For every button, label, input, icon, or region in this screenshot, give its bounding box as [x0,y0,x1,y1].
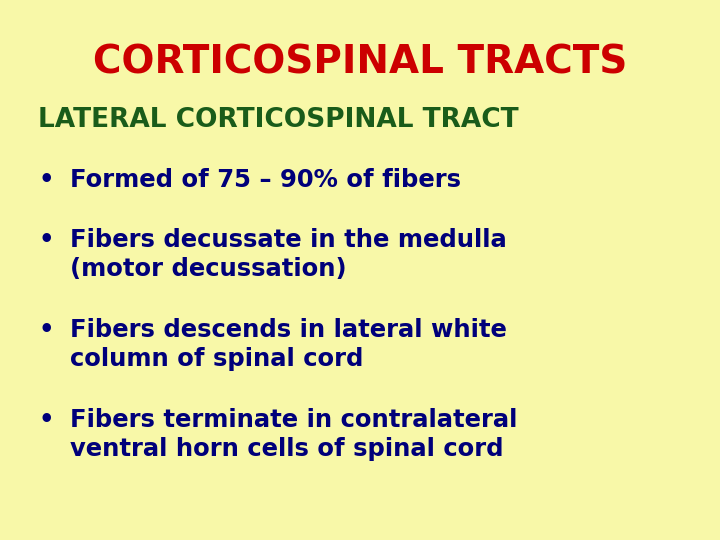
Text: CORTICOSPINAL TRACTS: CORTICOSPINAL TRACTS [93,43,627,81]
Text: •: • [38,318,53,342]
Text: •: • [38,228,53,252]
Text: •: • [38,408,53,432]
Text: Fibers terminate in contralateral
ventral horn cells of spinal cord: Fibers terminate in contralateral ventra… [70,408,518,461]
Text: •: • [38,168,53,192]
Text: Fibers decussate in the medulla
(motor decussation): Fibers decussate in the medulla (motor d… [70,228,507,281]
Text: Fibers descends in lateral white
column of spinal cord: Fibers descends in lateral white column … [70,318,507,371]
Text: LATERAL CORTICOSPINAL TRACT: LATERAL CORTICOSPINAL TRACT [38,107,518,133]
Text: Formed of 75 – 90% of fibers: Formed of 75 – 90% of fibers [70,168,461,192]
